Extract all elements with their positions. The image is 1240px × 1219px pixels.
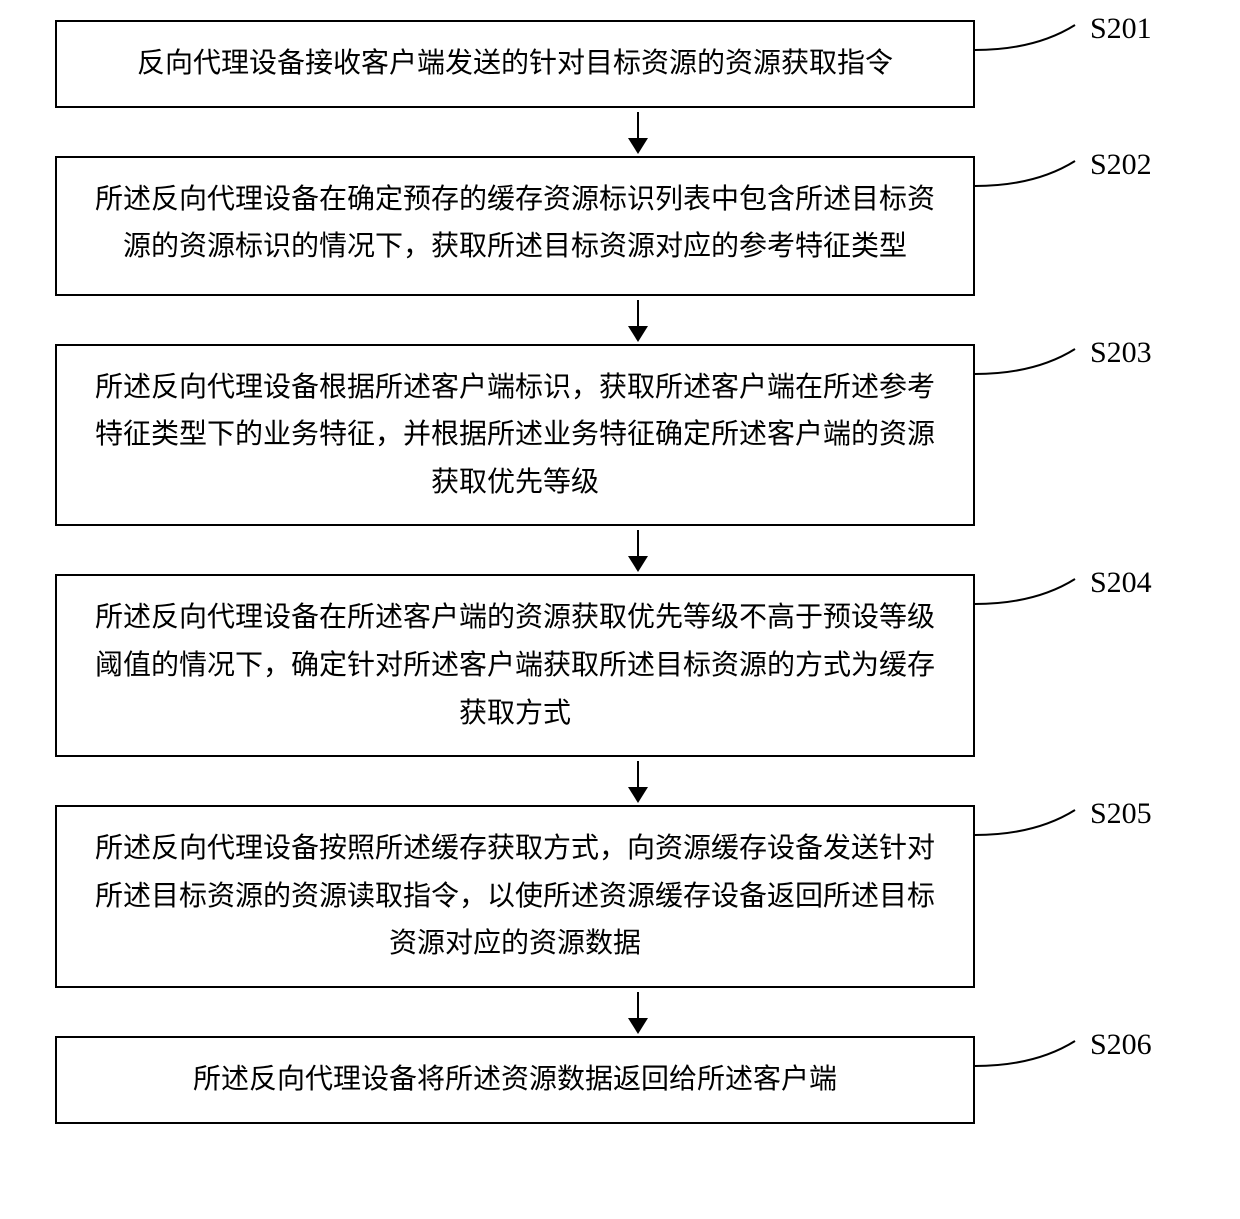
step-box-s205: 所述反向代理设备按照所述缓存获取方式，向资源缓存设备发送针对所述目标资源的资源读…: [55, 805, 975, 988]
arrow-down-icon: [637, 761, 639, 801]
step-label-s201: S201: [1090, 12, 1152, 46]
step-text: 所述反向代理设备在确定预存的缓存资源标识列表中包含所述目标资源的资源标识的情况下…: [95, 184, 935, 263]
step-row-s205: 所述反向代理设备按照所述缓存获取方式，向资源缓存设备发送针对所述目标资源的资源读…: [20, 805, 1220, 988]
step-text: 反向代理设备接收客户端发送的针对目标资源的资源获取指令: [137, 48, 893, 79]
arrow-down-icon: [637, 992, 639, 1032]
step-row-s201: 反向代理设备接收客户端发送的针对目标资源的资源获取指令 S201: [20, 20, 1220, 108]
flowchart-container: 反向代理设备接收客户端发送的针对目标资源的资源获取指令 S201 所述反向代理设…: [20, 20, 1220, 1124]
step-label-s206: S206: [1090, 1028, 1152, 1062]
arrow-container: [178, 296, 1098, 344]
step-text: 所述反向代理设备将所述资源数据返回给所述客户端: [193, 1064, 837, 1095]
step-box-s203: 所述反向代理设备根据所述客户端标识，获取所述客户端在所述参考特征类型下的业务特征…: [55, 344, 975, 527]
step-text: 所述反向代理设备根据所述客户端标识，获取所述客户端在所述参考特征类型下的业务特征…: [95, 372, 935, 498]
arrow-container: [178, 108, 1098, 156]
step-row-s206: 所述反向代理设备将所述资源数据返回给所述客户端 S206: [20, 1036, 1220, 1124]
step-label-s204: S204: [1090, 566, 1152, 600]
step-box-s201: 反向代理设备接收客户端发送的针对目标资源的资源获取指令: [55, 20, 975, 108]
arrow-container: [178, 757, 1098, 805]
arrow-down-icon: [637, 530, 639, 570]
step-box-s204: 所述反向代理设备在所述客户端的资源获取优先等级不高于预设等级阈值的情况下，确定针…: [55, 574, 975, 757]
arrow-container: [178, 526, 1098, 574]
step-text: 所述反向代理设备在所述客户端的资源获取优先等级不高于预设等级阈值的情况下，确定针…: [95, 602, 935, 728]
step-row-s204: 所述反向代理设备在所述客户端的资源获取优先等级不高于预设等级阈值的情况下，确定针…: [20, 574, 1220, 757]
step-label-s205: S205: [1090, 797, 1152, 831]
step-box-s206: 所述反向代理设备将所述资源数据返回给所述客户端: [55, 1036, 975, 1124]
step-label-s203: S203: [1090, 336, 1152, 370]
step-label-s202: S202: [1090, 148, 1152, 182]
arrow-down-icon: [637, 112, 639, 152]
step-box-s202: 所述反向代理设备在确定预存的缓存资源标识列表中包含所述目标资源的资源标识的情况下…: [55, 156, 975, 296]
step-row-s202: 所述反向代理设备在确定预存的缓存资源标识列表中包含所述目标资源的资源标识的情况下…: [20, 156, 1220, 296]
step-row-s203: 所述反向代理设备根据所述客户端标识，获取所述客户端在所述参考特征类型下的业务特征…: [20, 344, 1220, 527]
arrow-down-icon: [637, 300, 639, 340]
arrow-container: [178, 988, 1098, 1036]
step-text: 所述反向代理设备按照所述缓存获取方式，向资源缓存设备发送针对所述目标资源的资源读…: [95, 833, 935, 959]
